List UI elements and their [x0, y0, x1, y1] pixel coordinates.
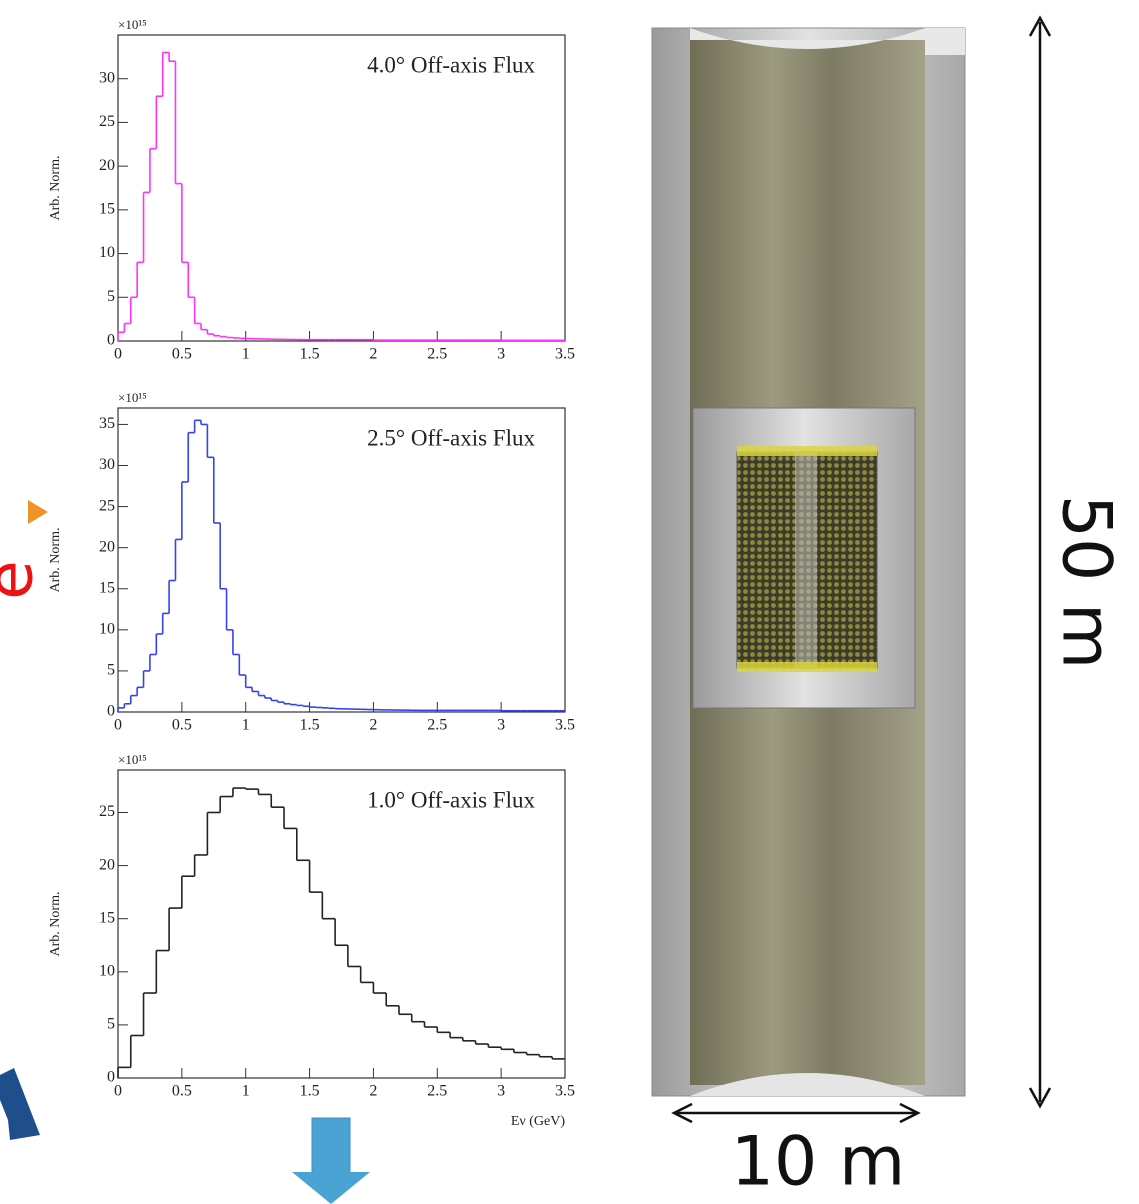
down-arrow-body — [311, 1117, 351, 1174]
x-axis-label: Eν (GeV) — [511, 1114, 565, 1129]
height-arrow-bottom — [1028, 1087, 1052, 1109]
y-tick-label: 10 — [99, 621, 115, 638]
x-tick-label: 2.5 — [427, 717, 447, 734]
x-tick-label: 2 — [369, 346, 377, 363]
y-tick-label: 5 — [107, 288, 115, 305]
y-tick-label: 10 — [99, 244, 115, 261]
x-tick-label: 2 — [369, 717, 377, 734]
width-arrow-right — [899, 1102, 921, 1124]
y-tick-label: 10 — [99, 962, 115, 979]
y-tick-label: 20 — [99, 538, 115, 555]
bottom-rim — [690, 1073, 925, 1096]
x-tick-label: 1.5 — [300, 717, 320, 734]
down-arrow-head — [292, 1172, 370, 1204]
support — [795, 452, 817, 668]
width-arrow-left — [671, 1102, 693, 1124]
x-tick-label: 3.5 — [555, 346, 575, 363]
y-tick-label: 25 — [99, 113, 115, 130]
y-tick-label: 20 — [99, 856, 115, 873]
chart-title: 1.0° Off-axis Flux — [367, 787, 535, 812]
x-tick-label: 0 — [114, 346, 122, 363]
x-tick-label: 0.5 — [172, 346, 192, 363]
plot-frame — [117, 769, 566, 1079]
y-tick-label: 20 — [99, 157, 115, 174]
y-axis-label: Arb. Norm. — [48, 528, 63, 593]
height-label: 50 m — [1046, 495, 1125, 669]
plot-frame — [117, 34, 566, 342]
y-tick-label: 15 — [99, 909, 115, 926]
y-tick-label: 30 — [99, 69, 115, 86]
chart-title: 2.5° Off-axis Flux — [367, 425, 535, 450]
x-tick-label: 2.5 — [427, 346, 447, 363]
x-tick-label: 0 — [114, 1083, 122, 1100]
y-axis-label: Arb. Norm. — [48, 156, 63, 221]
y-multiplier: ×10¹⁵ — [118, 752, 147, 767]
height-arrow-top — [1028, 15, 1052, 37]
width-label: 10 m — [731, 1123, 905, 1202]
y-tick-label: 35 — [99, 415, 115, 432]
x-tick-label: 2.5 — [427, 1083, 447, 1100]
chart-title: 4.0° Off-axis Flux — [367, 52, 535, 77]
x-tick-label: 3 — [497, 717, 505, 734]
y-tick-label: 30 — [99, 456, 115, 473]
y-tick-label: 25 — [99, 497, 115, 514]
x-tick-label: 0.5 — [172, 1083, 192, 1100]
x-tick-label: 1 — [242, 1083, 250, 1100]
blue-arrow-fragment — [0, 1068, 40, 1140]
top-rim — [690, 28, 965, 55]
edge-label: e — [0, 560, 48, 599]
y-tick-label: 5 — [107, 662, 115, 679]
y-multiplier: ×10¹⁵ — [118, 390, 147, 405]
x-tick-label: 0.5 — [172, 717, 192, 734]
x-tick-label: 2 — [369, 1083, 377, 1100]
x-tick-label: 1.5 — [300, 1083, 320, 1100]
x-tick-label: 3 — [497, 1083, 505, 1100]
y-tick-label: 25 — [99, 803, 115, 820]
x-tick-label: 1 — [242, 346, 250, 363]
x-tick-label: 3.5 — [555, 1083, 575, 1100]
x-tick-label: 0 — [114, 717, 122, 734]
y-axis-label: Arb. Norm. — [48, 892, 63, 957]
detector — [651, 27, 966, 1097]
pmt-bottom-ring — [737, 662, 877, 672]
y-tick-label: 0 — [107, 1069, 115, 1086]
pmt-top-ring — [737, 446, 877, 456]
x-tick-label: 3.5 — [555, 717, 575, 734]
orange-arrowhead — [28, 500, 48, 524]
y-tick-label: 15 — [99, 201, 115, 218]
x-tick-label: 1.5 — [300, 346, 320, 363]
y-tick-label: 15 — [99, 579, 115, 596]
y-tick-label: 0 — [107, 703, 115, 720]
plot-frame — [117, 407, 566, 713]
y-tick-label: 5 — [107, 1016, 115, 1033]
y-multiplier: ×10¹⁵ — [118, 17, 147, 32]
x-tick-label: 1 — [242, 717, 250, 734]
x-tick-label: 3 — [497, 346, 505, 363]
y-tick-label: 0 — [107, 332, 115, 349]
